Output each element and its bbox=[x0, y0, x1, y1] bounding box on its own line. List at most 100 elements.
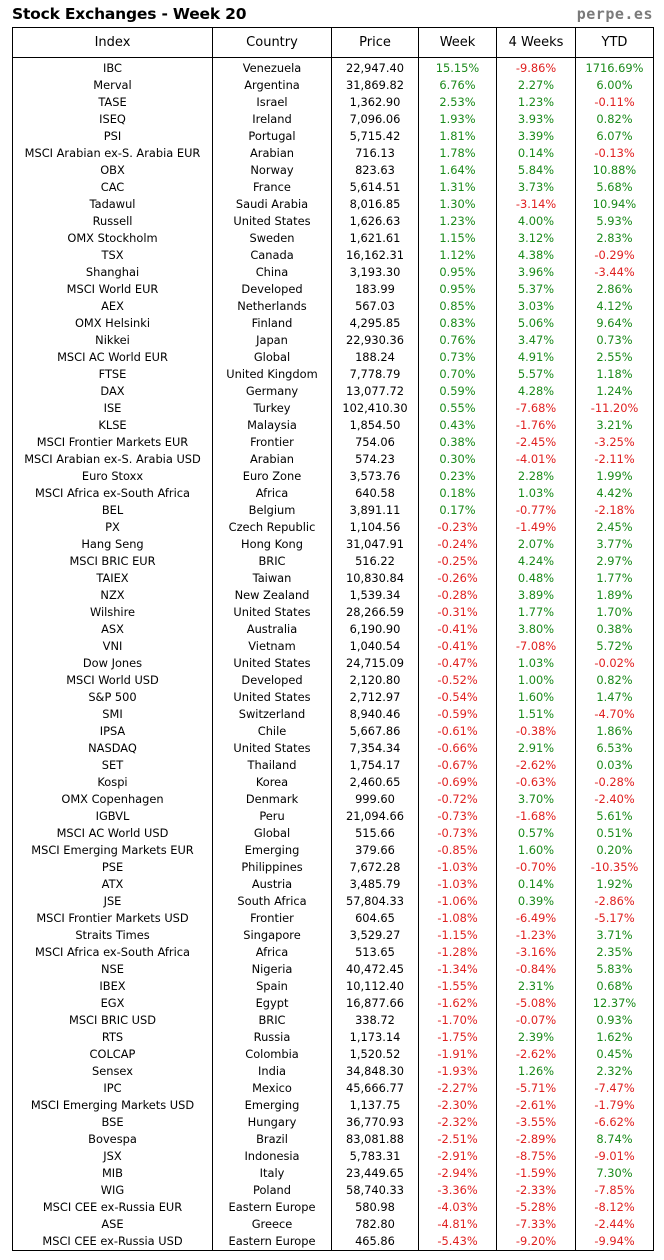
cell-ytd: -3.44% bbox=[575, 264, 654, 281]
cell-4-weeks: 3.73% bbox=[496, 179, 576, 196]
cell-country: Japan bbox=[212, 332, 332, 349]
cell-index: Russell bbox=[12, 213, 213, 230]
cell-4-weeks: 3.47% bbox=[496, 332, 576, 349]
cell-week: -0.26% bbox=[418, 570, 497, 587]
cell-index: JSE bbox=[12, 893, 213, 910]
cell-country: United States bbox=[212, 655, 332, 672]
cell-price: 1,621.61 bbox=[331, 230, 419, 247]
cell-ytd: 2.86% bbox=[575, 281, 654, 298]
cell-price: 7,096.06 bbox=[331, 111, 419, 128]
cell-ytd: 0.38% bbox=[575, 621, 654, 638]
cell-price: 183.99 bbox=[331, 281, 419, 298]
cell-ytd: -0.13% bbox=[575, 145, 654, 162]
cell-country: United States bbox=[212, 740, 332, 757]
cell-4-weeks: 4.28% bbox=[496, 383, 576, 400]
cell-index: Tadawul bbox=[12, 196, 213, 213]
cell-week: -0.72% bbox=[418, 791, 497, 808]
cell-price: 36,770.93 bbox=[331, 1114, 419, 1131]
cell-index: ASX bbox=[12, 621, 213, 638]
cell-ytd: 5.72% bbox=[575, 638, 654, 655]
table-row: ATX Austria 3,485.79 -1.03% 0.14% 1.92% bbox=[12, 876, 654, 893]
cell-index: MSCI Arabian ex-S. Arabia USD bbox=[12, 451, 213, 468]
cell-ytd: -0.29% bbox=[575, 247, 654, 264]
cell-week: 1.31% bbox=[418, 179, 497, 196]
cell-ytd: 7.30% bbox=[575, 1165, 654, 1182]
cell-week: -1.75% bbox=[418, 1029, 497, 1046]
cell-ytd: 1.89% bbox=[575, 587, 654, 604]
table-row: Sensex India 34,848.30 -1.93% 1.26% 2.32% bbox=[12, 1063, 654, 1080]
cell-week: 0.18% bbox=[418, 485, 497, 502]
cell-index: MSCI Africa ex-South Africa bbox=[12, 944, 213, 961]
cell-price: 716.13 bbox=[331, 145, 419, 162]
cell-country: Austria bbox=[212, 876, 332, 893]
cell-price: 2,460.65 bbox=[331, 774, 419, 791]
cell-price: 16,877.66 bbox=[331, 995, 419, 1012]
cell-country: Taiwan bbox=[212, 570, 332, 587]
cell-index: MIB bbox=[12, 1165, 213, 1182]
table-row: TAIEX Taiwan 10,830.84 -0.26% 0.48% 1.77% bbox=[12, 570, 654, 587]
cell-4-weeks: 0.14% bbox=[496, 145, 576, 162]
table-row: OMX Helsinki Finland 4,295.85 0.83% 5.06% 9.6… bbox=[12, 315, 654, 332]
cell-country: Thailand bbox=[212, 757, 332, 774]
table-row: Nikkei Japan 22,930.36 0.76% 3.47% 0.73% bbox=[12, 332, 654, 349]
table-row: MSCI Arabian ex-S. Arabia USD Arabian 574.… bbox=[12, 451, 654, 468]
cell-price: 31,047.91 bbox=[331, 536, 419, 553]
cell-ytd: -0.11% bbox=[575, 94, 654, 111]
cell-week: -2.51% bbox=[418, 1131, 497, 1148]
cell-4-weeks: -2.62% bbox=[496, 757, 576, 774]
cell-ytd: 0.68% bbox=[575, 978, 654, 995]
cell-country: Egypt bbox=[212, 995, 332, 1012]
cell-week: -0.85% bbox=[418, 842, 497, 859]
table-row: IGBVL Peru 21,094.66 -0.73% -1.68% 5.61% bbox=[12, 808, 654, 825]
cell-ytd: 0.73% bbox=[575, 332, 654, 349]
cell-price: 7,672.28 bbox=[331, 859, 419, 876]
table-row: KLSE Malaysia 1,854.50 0.43% -1.76% 3.21% bbox=[12, 417, 654, 434]
table-row: MSCI Emerging Markets USD Emerging 1,137.7… bbox=[12, 1097, 654, 1114]
table-row: MSCI Africa ex-South Africa Africa 513.65-… bbox=[12, 944, 654, 961]
cell-ytd: -7.85% bbox=[575, 1182, 654, 1199]
cell-index: PX bbox=[12, 519, 213, 536]
cell-country: United States bbox=[212, 213, 332, 230]
cell-week: 0.95% bbox=[418, 281, 497, 298]
cell-country: Eastern Europe bbox=[212, 1233, 332, 1251]
cell-week: -0.61% bbox=[418, 723, 497, 740]
cell-country: Venezuela bbox=[212, 57, 332, 77]
cell-week: 1.12% bbox=[418, 247, 497, 264]
table-row: CAC France 5,614.51 1.31% 3.73% 5.68% bbox=[12, 179, 654, 196]
cell-ytd: -6.62% bbox=[575, 1114, 654, 1131]
cell-index: BSE bbox=[12, 1114, 213, 1131]
cell-index: RTS bbox=[12, 1029, 213, 1046]
table-row: MSCI AC World USD Global 515.66 -0.73% 0.57%… bbox=[12, 825, 654, 842]
cell-4-weeks: -8.75% bbox=[496, 1148, 576, 1165]
cell-week: 1.93% bbox=[418, 111, 497, 128]
cell-4-weeks: -2.45% bbox=[496, 434, 576, 451]
cell-country: BRIC bbox=[212, 1012, 332, 1029]
cell-index: PSE bbox=[12, 859, 213, 876]
cell-4-weeks: 4.91% bbox=[496, 349, 576, 366]
cell-4-weeks: -1.76% bbox=[496, 417, 576, 434]
cell-index: DAX bbox=[12, 383, 213, 400]
cell-week: 0.73% bbox=[418, 349, 497, 366]
cell-ytd: 0.45% bbox=[575, 1046, 654, 1063]
cell-price: 188.24 bbox=[331, 349, 419, 366]
table-row: ISEQ Ireland 7,096.06 1.93% 3.93% 0.82% bbox=[12, 111, 654, 128]
cell-4-weeks: 0.39% bbox=[496, 893, 576, 910]
table-row: Dow Jones United States 24,715.09 -0.47% 1.0… bbox=[12, 655, 654, 672]
cell-4-weeks: 0.57% bbox=[496, 825, 576, 842]
cell-price: 10,830.84 bbox=[331, 570, 419, 587]
cell-ytd: -2.40% bbox=[575, 791, 654, 808]
cell-country: Israel bbox=[212, 94, 332, 111]
table-row: WIG Poland 58,740.33 -3.36% -2.33% -7.85% bbox=[12, 1182, 654, 1199]
cell-4-weeks: -3.55% bbox=[496, 1114, 576, 1131]
cell-4-weeks: -9.20% bbox=[496, 1233, 576, 1251]
table-row: MSCI BRIC EUR BRIC 516.22 -0.25% 4.24% 2.97% bbox=[12, 553, 654, 570]
table-row: NASDAQ United States 7,354.34 -0.66% 2.91% 6.… bbox=[12, 740, 654, 757]
header-4-weeks: 4 Weeks bbox=[496, 27, 576, 58]
table-row: AEX Netherlands 567.03 0.85% 3.03% 4.12% bbox=[12, 298, 654, 315]
cell-week: -1.70% bbox=[418, 1012, 497, 1029]
cell-price: 1,539.34 bbox=[331, 587, 419, 604]
cell-country: Turkey bbox=[212, 400, 332, 417]
brand-watermark: perpe.es bbox=[576, 5, 653, 23]
cell-country: Chile bbox=[212, 723, 332, 740]
cell-price: 8,940.46 bbox=[331, 706, 419, 723]
